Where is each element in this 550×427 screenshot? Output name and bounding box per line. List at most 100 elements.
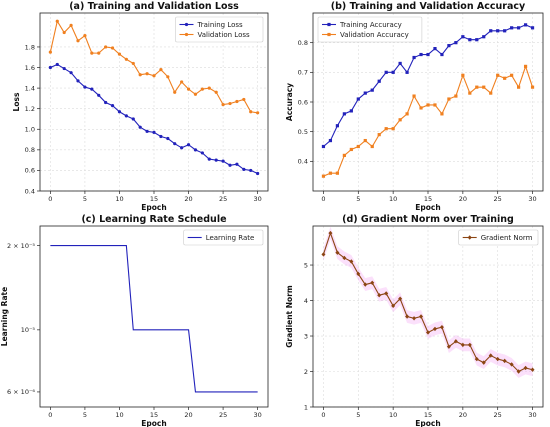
data-point <box>321 144 326 149</box>
data-point <box>468 38 472 42</box>
x-tick-label: 25 <box>219 411 227 419</box>
data-point <box>145 72 149 76</box>
data-point <box>321 174 326 178</box>
data-point <box>193 92 198 96</box>
data-point <box>475 38 479 42</box>
data-point <box>48 50 52 54</box>
panel-learning-rate: 0 5 10 15 20 25 30 2 × 10⁻⁵ 10⁻⁵ 6 × 10⁻⁶ (c) Lear… <box>0 214 269 427</box>
data-point <box>214 90 218 94</box>
data-point <box>440 52 444 57</box>
data-point <box>152 74 156 78</box>
y-axis-label: Gradient Norm <box>285 285 294 348</box>
data-point <box>377 293 382 298</box>
x-axis-label: Epoch <box>141 419 166 427</box>
x-tick-label: 0 <box>321 411 325 419</box>
data-point <box>249 168 253 173</box>
data-point <box>509 362 514 367</box>
data-point <box>186 143 191 147</box>
x-tick-label: 5 <box>83 195 87 203</box>
data-point <box>221 102 225 107</box>
data-point <box>62 30 66 35</box>
x-tick-label: 25 <box>494 195 502 203</box>
x-tick-label: 20 <box>459 195 467 203</box>
data-point <box>342 112 346 116</box>
data-point <box>110 46 115 50</box>
data-point <box>454 41 458 45</box>
data-point <box>510 73 514 77</box>
data-point <box>517 26 521 30</box>
x-tick-label: 20 <box>184 411 192 419</box>
y-tick-label: 3 <box>304 332 308 340</box>
y-tick-label: 2 <box>304 368 308 376</box>
data-point <box>432 326 437 332</box>
y-tick-label: 5 <box>304 261 308 269</box>
data-point <box>530 26 535 30</box>
y-axis-label: Accuracy <box>285 83 294 121</box>
data-point <box>131 117 135 121</box>
data-point <box>363 138 367 143</box>
x-tick-label: 20 <box>459 411 467 419</box>
data-point <box>48 65 52 70</box>
data-point <box>242 97 246 102</box>
data-point <box>502 358 507 364</box>
data-point <box>83 34 87 38</box>
data-point <box>412 55 416 60</box>
data-point <box>370 88 374 92</box>
y-tick-label: 4 <box>304 297 308 305</box>
data-point <box>55 62 59 67</box>
data-point <box>405 70 409 74</box>
data-point <box>328 138 333 143</box>
data-point <box>328 230 333 236</box>
y-tick-label: 1.2 <box>25 105 35 113</box>
data-point <box>530 367 535 372</box>
data-point <box>166 136 170 141</box>
data-point <box>530 85 535 89</box>
legend-box <box>175 16 264 43</box>
data-point <box>482 85 486 89</box>
data-point <box>342 255 347 261</box>
y-tick-label: 0.4 <box>25 187 35 195</box>
data-point <box>426 330 430 335</box>
x-tick-label: 10 <box>389 195 397 203</box>
data-point <box>510 26 514 30</box>
legend-marker <box>327 22 331 27</box>
data-point <box>377 133 381 137</box>
y-tick-label: 1.4 <box>25 84 35 92</box>
data-point <box>523 64 528 68</box>
data-point <box>228 101 232 106</box>
data-point <box>335 250 340 255</box>
data-point <box>159 134 163 139</box>
data-point <box>159 67 163 72</box>
y-tick-label: 0.7 <box>298 69 308 77</box>
x-tick-label: 0 <box>48 195 52 203</box>
data-point <box>489 91 493 95</box>
data-point <box>419 52 423 57</box>
data-point <box>76 79 80 83</box>
data-point <box>370 144 374 149</box>
data-point <box>124 57 128 61</box>
data-point <box>405 112 409 116</box>
x-tick-label: 5 <box>83 411 87 419</box>
chart-title: (b) Training and Validation Accuracy <box>331 1 526 12</box>
x-tick-label: 15 <box>424 195 432 203</box>
data-point <box>356 271 361 277</box>
data-point <box>55 19 59 23</box>
x-tick-label: 25 <box>219 195 227 203</box>
data-point <box>335 124 339 128</box>
data-point <box>180 80 184 84</box>
data-point <box>200 87 204 91</box>
data-point <box>124 114 128 118</box>
data-point <box>117 52 122 56</box>
x-tick-label: 30 <box>253 411 261 419</box>
data-point <box>489 29 493 33</box>
data-point <box>138 125 142 129</box>
data-point <box>412 94 416 98</box>
x-tick-label: 15 <box>150 195 158 203</box>
data-point <box>138 73 142 77</box>
data-point <box>460 342 465 348</box>
data-point <box>454 94 458 98</box>
y-tick-label: 0.5 <box>298 128 308 136</box>
y-tick-label: 1.0 <box>25 126 35 134</box>
data-point <box>69 23 73 27</box>
data-point <box>349 259 354 264</box>
